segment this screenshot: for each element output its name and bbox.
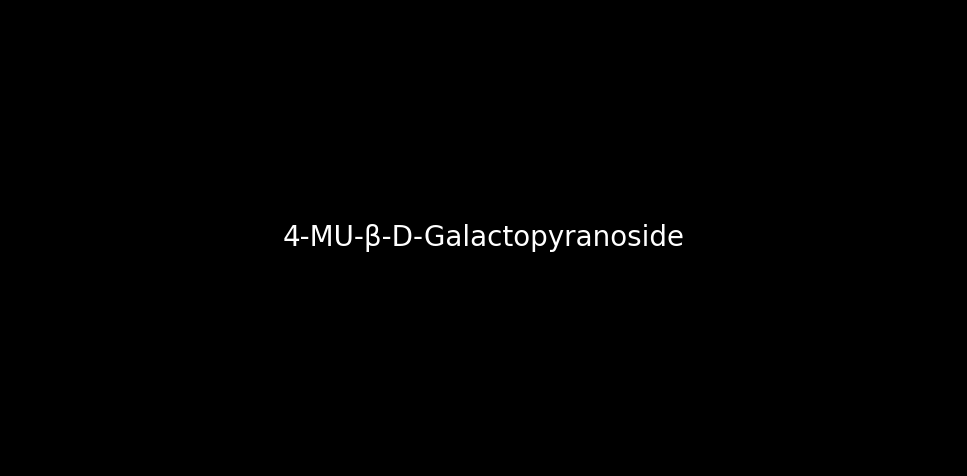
Text: 4-MU-β-D-Galactopyranoside: 4-MU-β-D-Galactopyranoside <box>282 224 685 252</box>
